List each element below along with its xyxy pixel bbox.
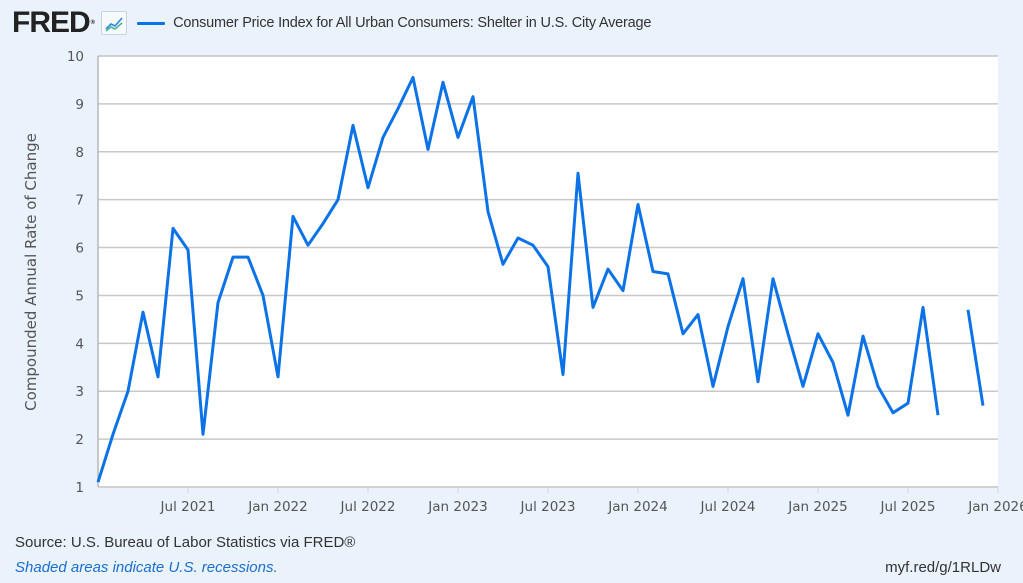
- x-tick-label: Jul 2023: [520, 499, 576, 515]
- series-line: [96, 76, 940, 483]
- y-tick-label: 5: [75, 288, 84, 304]
- registered-mark: ®: [90, 20, 96, 26]
- y-tick-label: 2: [75, 432, 84, 448]
- x-tick-label: Jan 2023: [427, 499, 487, 515]
- x-tick-label: Jan 2022: [247, 499, 307, 515]
- fred-logo-text: FRED: [12, 6, 91, 39]
- y-tick-label: 7: [75, 193, 84, 209]
- series-layer: [96, 76, 985, 483]
- x-tick-label: Jul 2024: [700, 499, 756, 515]
- y-tick-label: 10: [67, 49, 84, 65]
- y-tick-label: 1: [75, 480, 84, 496]
- y-axis-label: Compounded Annual Rate of Change: [22, 133, 40, 411]
- axis-layer: 1 2 3 4 5 6 7 8 9 10 Jul 2021 Jan 2022 Jul 2022 Jan 2…: [67, 49, 1023, 515]
- recession-note[interactable]: Shaded areas indicate U.S. recessions.: [15, 559, 278, 576]
- line-chart-icon[interactable]: [101, 11, 128, 35]
- legend-swatch: [137, 21, 166, 25]
- x-tick-label: Jan 2026: [967, 499, 1023, 515]
- short-link[interactable]: myf.red/g/1RLDw: [885, 559, 1001, 576]
- y-tick-label: 4: [75, 336, 84, 352]
- x-tick-label: Jan 2025: [787, 499, 847, 515]
- source-text: Source: U.S. Bureau of Labor Statistics …: [15, 534, 356, 551]
- series-line: [966, 309, 985, 406]
- legend: Consumer Price Index for All Urban Consu…: [137, 15, 651, 31]
- y-tick-label: 3: [75, 384, 84, 400]
- fred-logo[interactable]: FRED®: [12, 8, 95, 38]
- x-tick-label: Jul 2025: [880, 499, 936, 515]
- y-tick-label: 6: [75, 241, 84, 257]
- x-tick-label: Jul 2021: [160, 499, 216, 515]
- x-tick-label: Jul 2022: [340, 499, 396, 515]
- y-tick-label: 8: [75, 145, 84, 161]
- legend-label: Consumer Price Index for All Urban Consu…: [173, 15, 652, 31]
- x-tick-label: Jan 2024: [607, 499, 667, 515]
- y-tick-label: 9: [75, 97, 84, 113]
- chart-header: FRED® Consumer Price Index for All Urban…: [12, 6, 651, 40]
